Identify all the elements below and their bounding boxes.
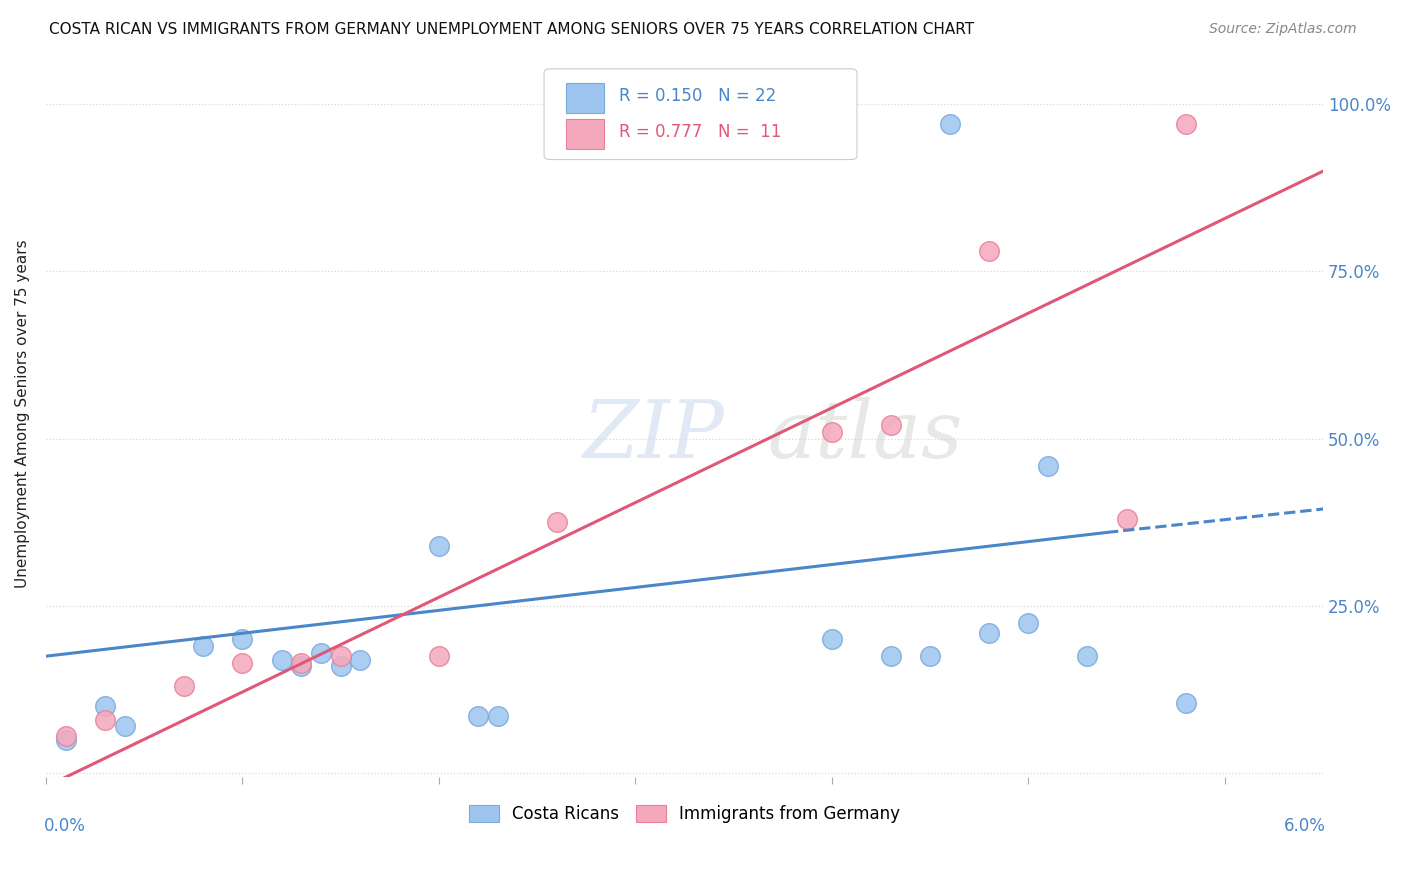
Text: 6.0%: 6.0% xyxy=(1284,816,1326,835)
Text: R = 0.150   N = 22: R = 0.150 N = 22 xyxy=(620,87,776,104)
Text: Source: ZipAtlas.com: Source: ZipAtlas.com xyxy=(1209,22,1357,37)
Point xyxy=(329,659,352,673)
Point xyxy=(55,730,77,744)
Text: ZIP: ZIP xyxy=(582,397,724,475)
Point xyxy=(94,699,117,714)
Text: COSTA RICAN VS IMMIGRANTS FROM GERMANY UNEMPLOYMENT AMONG SENIORS OVER 75 YEARS : COSTA RICAN VS IMMIGRANTS FROM GERMANY U… xyxy=(49,22,974,37)
Point xyxy=(880,649,903,664)
Point xyxy=(270,652,292,666)
FancyBboxPatch shape xyxy=(565,119,605,149)
Point xyxy=(920,649,942,664)
Text: R = 0.777   N =  11: R = 0.777 N = 11 xyxy=(620,123,782,141)
Point xyxy=(939,117,962,131)
Point xyxy=(1017,615,1039,630)
Point xyxy=(1115,512,1137,526)
Point xyxy=(977,244,1000,259)
Y-axis label: Unemployment Among Seniors over 75 years: Unemployment Among Seniors over 75 years xyxy=(15,239,30,588)
Point xyxy=(427,649,450,664)
Text: atlas: atlas xyxy=(768,397,963,475)
Point xyxy=(329,649,352,664)
Point xyxy=(821,425,844,439)
Point xyxy=(427,539,450,553)
Point xyxy=(1036,458,1059,473)
Point xyxy=(309,646,332,660)
Point xyxy=(880,418,903,433)
Point xyxy=(290,656,312,670)
Point xyxy=(173,679,195,693)
Point xyxy=(191,639,214,653)
Point xyxy=(290,659,312,673)
Point xyxy=(1174,696,1197,710)
Point xyxy=(231,656,253,670)
Point xyxy=(349,652,371,666)
Point xyxy=(114,719,136,733)
Point xyxy=(486,709,509,723)
Legend: Costa Ricans, Immigrants from Germany: Costa Ricans, Immigrants from Germany xyxy=(463,798,907,830)
Point xyxy=(1174,117,1197,131)
Point xyxy=(683,117,706,131)
Point xyxy=(624,117,647,131)
Point xyxy=(467,709,489,723)
FancyBboxPatch shape xyxy=(544,69,858,160)
FancyBboxPatch shape xyxy=(565,83,605,113)
Point xyxy=(55,732,77,747)
Point xyxy=(546,516,568,530)
Point xyxy=(977,625,1000,640)
Point xyxy=(94,713,117,727)
Point xyxy=(1076,649,1098,664)
Point xyxy=(821,632,844,647)
Point xyxy=(231,632,253,647)
Text: 0.0%: 0.0% xyxy=(44,816,86,835)
